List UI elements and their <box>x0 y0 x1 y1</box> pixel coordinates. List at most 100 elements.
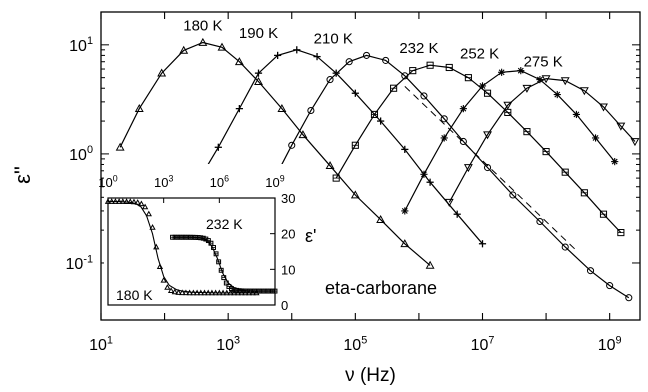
inset-data-point <box>108 198 115 204</box>
data-point <box>376 214 386 223</box>
inset-x-tick-label: 103 <box>154 174 173 190</box>
data-point <box>580 189 588 197</box>
data-point <box>235 105 243 113</box>
inset-data-point <box>130 198 138 205</box>
data-point <box>420 170 428 178</box>
inset-data-point <box>223 289 230 296</box>
series-210k: 210 K <box>269 30 633 302</box>
inset-label-232k: 232 K <box>206 216 243 232</box>
data-point <box>509 191 517 199</box>
inset-data-point <box>216 289 223 296</box>
x-axis-label: ν (Hz) <box>345 365 396 386</box>
data-point <box>426 178 434 186</box>
inset-data-point <box>205 289 212 296</box>
inset-y-axis-label: ε' <box>305 226 316 246</box>
x-tick-label: 105 <box>343 334 367 354</box>
data-point <box>579 87 589 96</box>
data-point <box>453 210 461 218</box>
data-point <box>377 117 385 125</box>
data-point <box>134 104 144 113</box>
data-point <box>561 243 569 251</box>
inset-data-point <box>213 251 219 257</box>
data-point <box>542 148 550 156</box>
data-point <box>400 239 410 248</box>
inset-data-point <box>227 289 234 296</box>
data-point <box>307 106 315 115</box>
y-tick-label: 10-1 <box>66 253 93 273</box>
inset-data-point <box>216 259 222 265</box>
inset-data-point <box>197 289 204 296</box>
inset-plot: 100 103 106 109 0 10 20 30 ε' 180 K 232 K <box>98 164 325 313</box>
data-point <box>483 163 492 172</box>
inset-data-point <box>171 288 178 295</box>
data-point <box>115 142 125 151</box>
inset-data-point <box>201 289 208 296</box>
inset-data-point <box>231 287 237 293</box>
data-point <box>298 130 308 139</box>
data-point <box>382 56 390 64</box>
data-point <box>420 92 428 100</box>
inset-data-point <box>179 289 186 296</box>
inset-y-tick-label: 20 <box>281 227 295 242</box>
data-point <box>345 58 353 66</box>
data-point <box>463 164 473 173</box>
data-point <box>617 229 625 237</box>
inset-data-point <box>141 203 149 210</box>
data-point <box>503 101 513 110</box>
inset-data-point <box>156 263 164 270</box>
data-point <box>560 77 570 86</box>
data-point <box>179 45 189 54</box>
data-point <box>586 267 595 275</box>
x-tick-label: 109 <box>598 334 622 354</box>
inset-data-point <box>200 235 206 241</box>
plot-frame <box>100 11 641 321</box>
inset-data-point <box>127 198 134 205</box>
fit-line <box>448 77 636 203</box>
data-point <box>350 190 360 199</box>
x-tick-label: 103 <box>216 334 240 354</box>
data-point <box>370 110 379 119</box>
inset-data-point <box>119 198 126 204</box>
fit-line <box>404 69 616 212</box>
inset-data-point <box>160 276 167 283</box>
inset-x-tick-label: 100 <box>98 174 117 190</box>
data-point <box>478 240 487 248</box>
data-point <box>426 61 434 69</box>
series-label: 275 K <box>524 54 563 71</box>
series-label: 252 K <box>460 46 499 63</box>
data-point <box>591 134 600 142</box>
series-180k: 180 K <box>115 18 435 269</box>
inset-x-tick-label: 109 <box>265 174 284 190</box>
series-190k: 190 K <box>191 25 487 248</box>
data-point <box>440 134 448 142</box>
inset-data-point <box>134 199 141 205</box>
inset-data-point <box>153 243 160 250</box>
data-point <box>325 161 335 170</box>
inset-y-tick-label: 0 <box>281 298 288 313</box>
data-point <box>332 174 340 182</box>
inset-data-point <box>145 210 152 217</box>
data-point <box>313 53 321 61</box>
inset-series-232k <box>170 234 278 294</box>
data-point <box>553 90 561 99</box>
inset-data-point <box>182 289 190 296</box>
data-point <box>483 89 492 97</box>
inset-data-point <box>175 289 182 295</box>
data-point <box>351 141 359 149</box>
data-point <box>478 82 487 90</box>
data-point <box>351 89 359 97</box>
y-tick-label: 101 <box>69 35 93 55</box>
data-point <box>459 137 467 146</box>
inset-data-point <box>104 198 112 204</box>
inset-data-point <box>198 235 204 241</box>
inset-data-point <box>138 200 145 207</box>
series-group: 180 K 190 K 210 K 232 K 252 K 275 K <box>115 18 640 302</box>
inset-x-tick-label: 106 <box>210 174 229 190</box>
inset-data-point <box>186 289 193 296</box>
inset-data-point <box>167 287 175 293</box>
inset-data-point <box>223 280 229 286</box>
data-point <box>498 68 506 76</box>
series-label: 180 K <box>183 18 222 35</box>
series-275k: 275 K <box>444 54 640 207</box>
data-point <box>599 103 608 112</box>
